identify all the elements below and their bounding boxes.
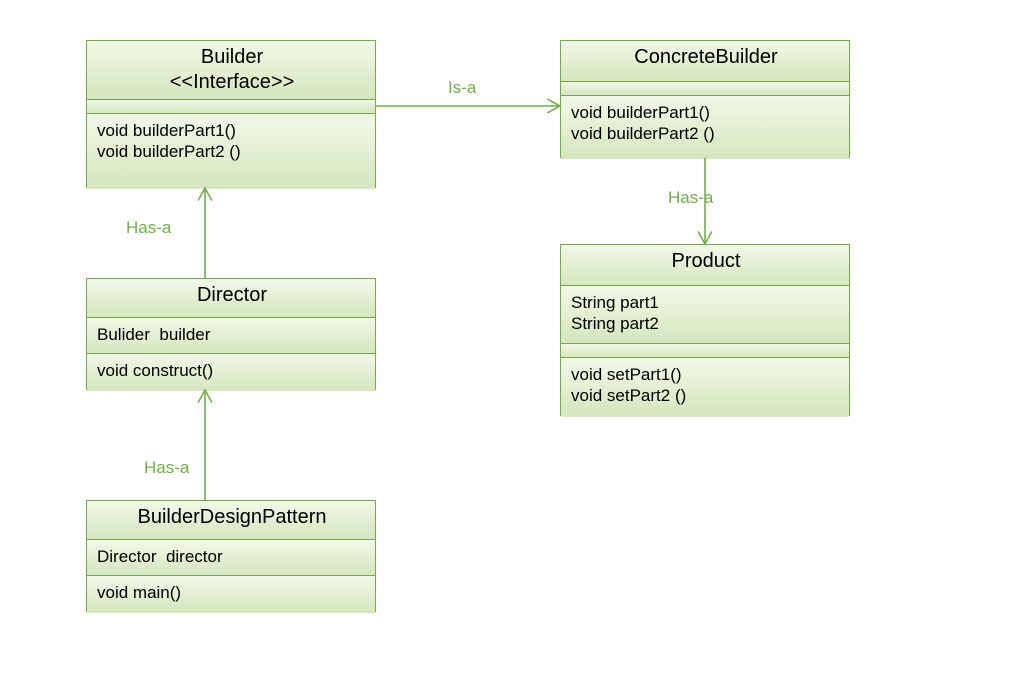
operation: void builderPart2 () — [571, 123, 841, 144]
class-builder: Builder <<Interface>> void builderPart1(… — [86, 40, 376, 188]
operation: void builderPart1() — [571, 102, 841, 123]
class-concrete-builder-header: ConcreteBuilder — [561, 41, 849, 81]
attribute: Director director — [97, 546, 367, 567]
class-title: Product — [571, 249, 841, 274]
operation: void builderPart1() — [97, 120, 367, 141]
class-title: BuilderDesignPattern — [97, 505, 367, 530]
class-stereotype: <<Interface>> — [97, 70, 367, 95]
class-title: Director — [97, 283, 367, 308]
class-bdp-ops: void main() — [87, 575, 375, 613]
class-director-header: Director — [87, 279, 375, 317]
class-director: Director Bulider builder void construct(… — [86, 278, 376, 390]
class-builder-design-pattern: BuilderDesignPattern Director director v… — [86, 500, 376, 612]
class-product-header: Product — [561, 245, 849, 285]
class-builder-header: Builder <<Interface>> — [87, 41, 375, 99]
class-product-ops: void setPart1() void setPart2 () — [561, 357, 849, 417]
class-title: Builder — [97, 45, 367, 70]
edge-label-has-a-2: Has-a — [668, 188, 713, 208]
class-concrete-builder: ConcreteBuilder void builderPart1() void… — [560, 40, 850, 158]
class-builder-attrs — [87, 99, 375, 113]
class-product-spacer — [561, 343, 849, 357]
operation: void builderPart2 () — [97, 141, 367, 162]
class-product: Product String part1 String part2 void s… — [560, 244, 850, 416]
attribute: String part2 — [571, 313, 841, 334]
class-product-attrs: String part1 String part2 — [561, 285, 849, 343]
operation: void setPart2 () — [571, 385, 841, 406]
class-director-attrs: Bulider builder — [87, 317, 375, 353]
edge-label-has-a-1: Has-a — [126, 218, 171, 238]
class-builder-ops: void builderPart1() void builderPart2 () — [87, 113, 375, 189]
operation: void construct() — [97, 360, 367, 381]
class-concrete-builder-ops: void builderPart1() void builderPart2 () — [561, 95, 849, 159]
edge-label-has-a-3: Has-a — [144, 458, 189, 478]
diagram-canvas: Builder <<Interface>> void builderPart1(… — [0, 0, 1024, 691]
edge-label-is-a: Is-a — [448, 78, 476, 98]
class-concrete-builder-attrs — [561, 81, 849, 95]
class-bdp-header: BuilderDesignPattern — [87, 501, 375, 539]
attribute: Bulider builder — [97, 324, 367, 345]
operation: void setPart1() — [571, 364, 841, 385]
class-director-ops: void construct() — [87, 353, 375, 391]
class-title: ConcreteBuilder — [571, 45, 841, 70]
attribute: String part1 — [571, 292, 841, 313]
operation: void main() — [97, 582, 367, 603]
class-bdp-attrs: Director director — [87, 539, 375, 575]
